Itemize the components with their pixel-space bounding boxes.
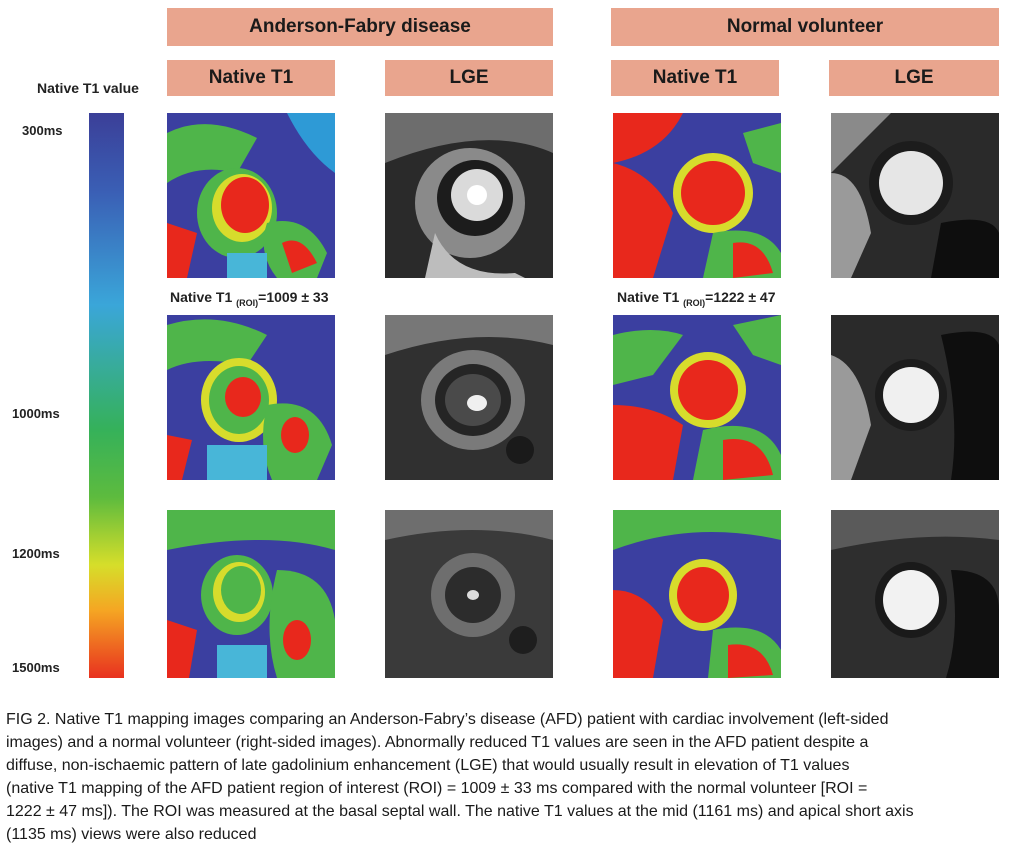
normal-lge-image-basal <box>831 113 999 278</box>
roi-prefix-normal: Native T1 <box>617 289 684 305</box>
afd-native-t1-map-basal <box>167 113 335 278</box>
afd-lge-image-apical <box>385 510 553 678</box>
scale-tick-1200: 1200ms <box>12 546 60 561</box>
afd-native-t1-map-mid <box>167 315 335 480</box>
roi-prefix-afd: Native T1 <box>170 289 237 305</box>
caption-line-3: diffuse, non-ischaemic pattern of late g… <box>6 757 850 774</box>
col-header-normal-lge: LGE <box>829 60 999 96</box>
afd-lge-image-mid <box>385 315 553 480</box>
normal-native-t1-map-basal <box>613 113 781 278</box>
roi-sub-afd: (ROI) <box>236 297 259 308</box>
t1-color-scale-bar <box>89 113 124 678</box>
figure-caption: FIG 2. Native T1 mapping images comparin… <box>6 708 1006 846</box>
caption-line-5: 1222 ± 47 ms]). The ROI was measured at … <box>6 803 914 820</box>
col-header-normal-native-t1: Native T1 <box>611 60 779 96</box>
scale-title: Native T1 value <box>37 80 139 96</box>
normal-lge-image-apical <box>831 510 999 678</box>
scale-tick-1500: 1500ms <box>12 660 60 675</box>
col-header-afd-native-t1: Native T1 <box>167 60 335 96</box>
afd-native-t1-map-apical <box>167 510 335 678</box>
afd-lge-image-basal <box>385 113 553 278</box>
normal-native-t1-map-apical <box>613 510 781 678</box>
roi-label-normal: Native T1 (ROI)=1222 ± 47 <box>617 289 776 308</box>
scale-tick-300: 300ms <box>22 123 63 138</box>
col-header-afd-lge: LGE <box>385 60 553 96</box>
header-normal: Normal volunteer <box>611 8 999 46</box>
roi-sub-normal: (ROI) <box>683 297 706 308</box>
caption-line-6: (1135 ms) views were also reduced <box>6 826 257 843</box>
caption-line-1: FIG 2. Native T1 mapping images comparin… <box>6 711 889 728</box>
scale-tick-1000: 1000ms <box>12 406 60 421</box>
roi-label-afd: Native T1 (ROI)=1009 ± 33 <box>170 289 329 308</box>
roi-value-afd: =1009 ± 33 <box>258 289 329 305</box>
normal-native-t1-map-mid <box>613 315 781 480</box>
header-afd: Anderson-Fabry disease <box>167 8 553 46</box>
roi-value-normal: =1222 ± 47 <box>705 289 776 305</box>
normal-lge-image-mid <box>831 315 999 480</box>
caption-line-4: (native T1 mapping of the AFD patient re… <box>6 780 868 797</box>
caption-line-2: images) and a normal volunteer (right-si… <box>6 734 869 751</box>
